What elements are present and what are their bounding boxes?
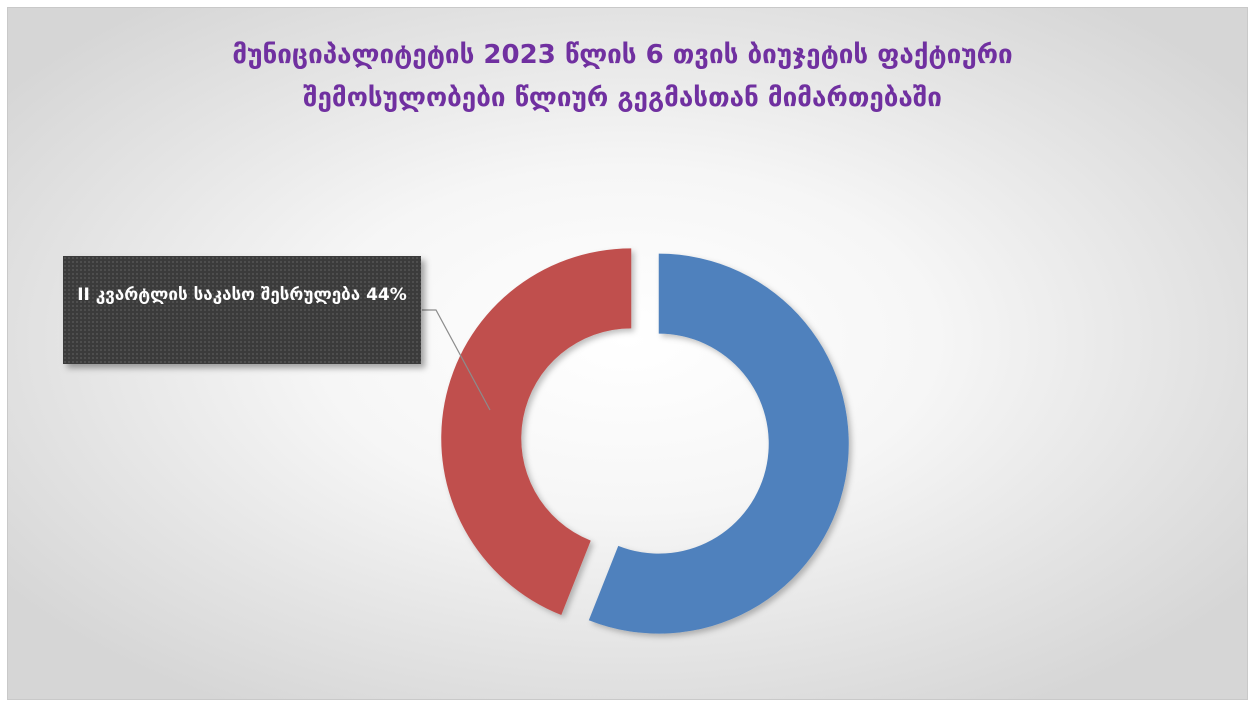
label-leader-line (422, 309, 491, 411)
data-label-callout: II კვარტლის საკასო შესრულება 44% (63, 256, 421, 364)
chart-title: მუნიციპალიტეტის 2023 წლის 6 თვის ბიუჯეტი… (232, 40, 1013, 113)
doughnut-slice-2 (441, 248, 632, 616)
data-label-text: II კვარტლის საკასო შესრულება 44% (77, 285, 407, 305)
slice-group (441, 248, 849, 634)
doughnut-slice-1 (588, 253, 849, 634)
